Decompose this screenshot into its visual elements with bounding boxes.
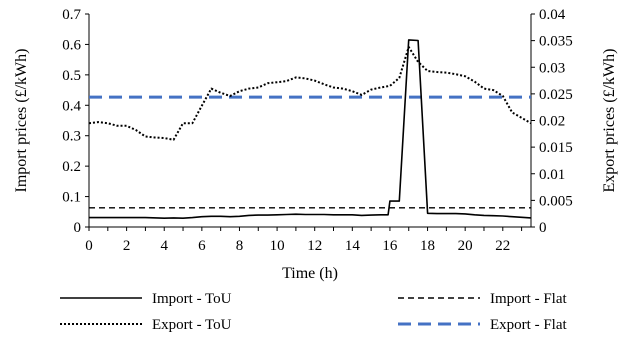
legend: Import - ToU Import - Flat Export - ToU Exp… — [60, 291, 567, 333]
left-y-tick-label: 0.5 — [62, 68, 81, 84]
x-tick-label: 10 — [270, 238, 285, 254]
legend-label-import-tou: Import - ToU — [152, 291, 232, 307]
x-tick-label: 12 — [307, 238, 322, 254]
x-tick-label: 4 — [160, 238, 168, 254]
legend-label-export-tou: Export - ToU — [152, 317, 232, 333]
x-tick-label: 16 — [382, 238, 398, 254]
x-tick-label: 0 — [85, 238, 93, 254]
x-tick-label: 18 — [420, 238, 435, 254]
left-y-axis-title: Import prices (£/kWh) — [13, 49, 30, 193]
x-tick-label: 22 — [495, 238, 510, 254]
left-y-tick-label: 0.1 — [62, 190, 81, 206]
x-axis-title: Time (h) — [282, 265, 338, 282]
x-tick-label: 14 — [345, 238, 361, 254]
right-y-ticks: 0 0.005 0.01 0.015 0.02 0.025 0.03 0.035 0.04 — [531, 7, 573, 236]
x-tick-label: 2 — [123, 238, 131, 254]
right-y-tick-label: 0.01 — [539, 167, 565, 183]
right-y-tick-label: 0.02 — [539, 114, 565, 130]
left-y-tick-label: 0.4 — [62, 98, 81, 114]
x-tick-label: 6 — [198, 238, 206, 254]
series-layer — [88, 39, 532, 219]
right-y-tick-label: 0 — [539, 220, 547, 236]
legend-label-import-flat: Import - Flat — [490, 291, 567, 307]
series-line-import-tou — [89, 39, 532, 219]
right-y-tick-label: 0.04 — [539, 7, 566, 23]
x-ticks: 0 2 4 6 8 10 12 14 16 18 20 22 — [85, 227, 523, 254]
right-y-tick-label: 0.015 — [539, 140, 573, 156]
x-tick-label: 20 — [458, 238, 473, 254]
left-y-ticks: 0 0.1 0.2 0.3 0.4 0.5 0.6 0.7 — [62, 7, 89, 236]
right-y-tick-label: 0.03 — [539, 60, 565, 76]
series-line-export-tou — [88, 46, 532, 141]
right-y-tick-label: 0.035 — [539, 34, 573, 50]
right-y-tick-label: 0.005 — [539, 193, 573, 209]
left-y-tick-label: 0.2 — [62, 159, 81, 175]
x-tick-label: 8 — [236, 238, 244, 254]
axes — [88, 14, 532, 228]
left-y-tick-label: 0.6 — [62, 37, 81, 53]
right-y-tick-label: 0.025 — [539, 87, 573, 103]
left-y-tick-label: 0 — [74, 220, 82, 236]
left-y-tick-label: 0.3 — [62, 129, 81, 145]
right-y-axis-title: Export prices (£/kWh) — [601, 49, 618, 193]
legend-label-export-flat: Export - Flat — [490, 317, 567, 333]
left-y-tick-label: 0.7 — [62, 7, 81, 23]
